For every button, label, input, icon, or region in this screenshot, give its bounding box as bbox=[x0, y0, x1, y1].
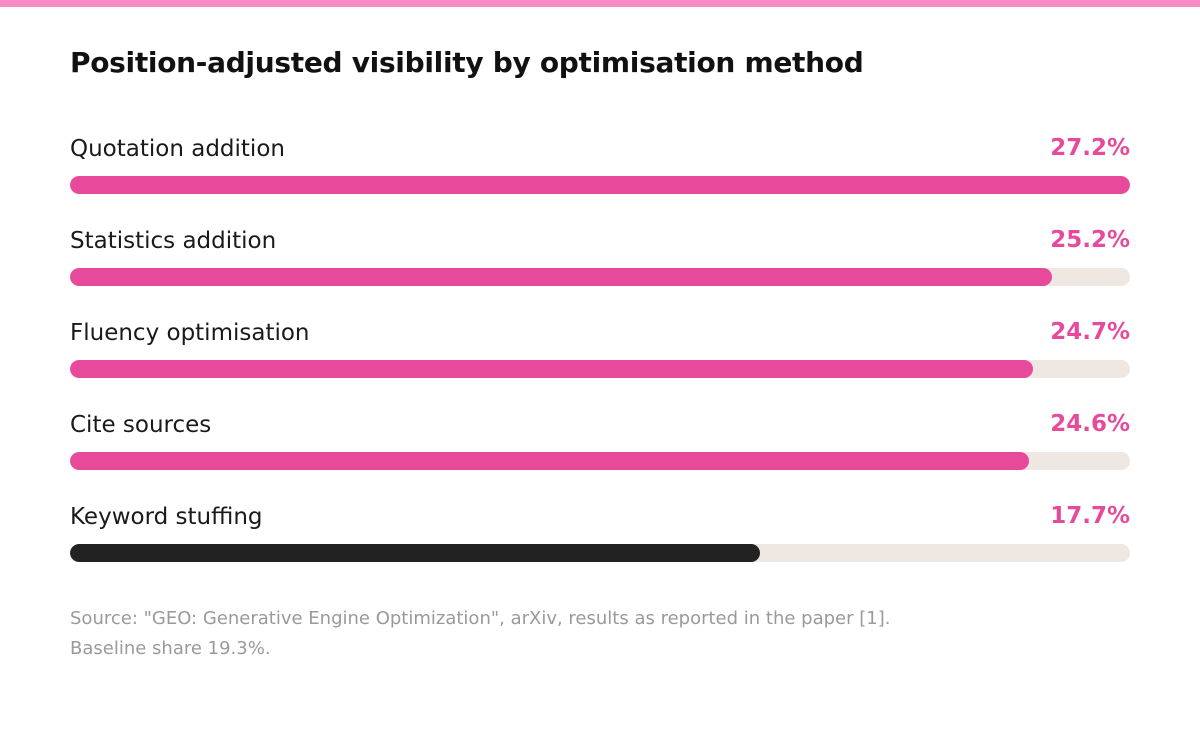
bar-category-label: Statistics addition bbox=[70, 228, 277, 254]
bar bbox=[70, 360, 1033, 378]
bar-category-label: Fluency optimisation bbox=[70, 320, 310, 346]
bar-value-label: 17.7% bbox=[1050, 503, 1130, 529]
bar bbox=[70, 176, 1130, 194]
top-accent-strip bbox=[0, 0, 1200, 7]
bar-category-label: Quotation addition bbox=[70, 136, 285, 162]
bar-row: Statistics addition 25.2% bbox=[70, 226, 1130, 318]
bar-row: Keyword stuffing 17.7% bbox=[70, 502, 1130, 594]
bar-track bbox=[70, 268, 1130, 286]
bar-value-label: 24.6% bbox=[1050, 411, 1130, 437]
bar-category-label: Keyword stuffing bbox=[70, 504, 263, 530]
bar-value-label: 24.7% bbox=[1050, 319, 1130, 345]
bar bbox=[70, 268, 1052, 286]
bar bbox=[70, 544, 760, 562]
bar-track bbox=[70, 176, 1130, 194]
chart-title: Position-adjusted visibility by optimisa… bbox=[70, 46, 864, 79]
bar bbox=[70, 452, 1029, 470]
bar-track bbox=[70, 360, 1130, 378]
bar-row: Fluency optimisation 24.7% bbox=[70, 318, 1130, 410]
bar-chart: Quotation addition 27.2% Statistics additi… bbox=[70, 134, 1130, 594]
bar-value-label: 25.2% bbox=[1050, 227, 1130, 253]
bar-row: Cite sources 24.6% bbox=[70, 410, 1130, 502]
bar-track bbox=[70, 544, 1130, 562]
source-note: Source: "GEO: Generative Engine Optimiza… bbox=[70, 608, 891, 659]
bar-value-label: 27.2% bbox=[1050, 135, 1130, 161]
bar-track bbox=[70, 452, 1130, 470]
bar-category-label: Cite sources bbox=[70, 412, 212, 438]
bar-row: Quotation addition 27.2% bbox=[70, 134, 1130, 226]
